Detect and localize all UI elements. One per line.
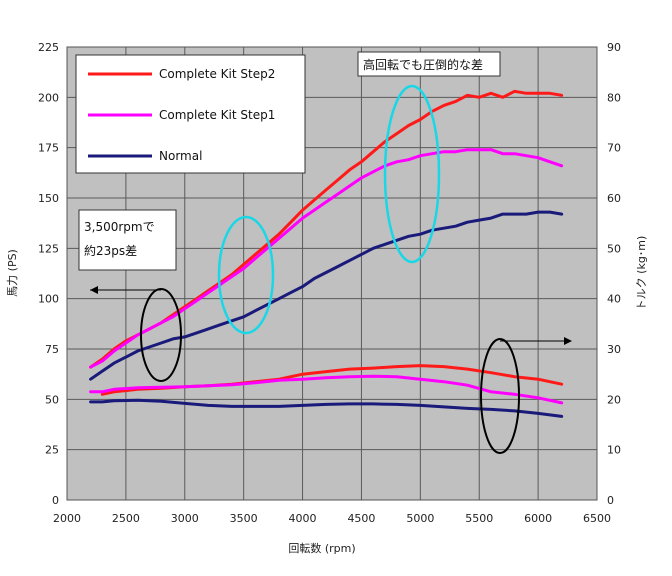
left-y-tick-labels: 0 25 50 75 100 125 150 175 200 225 [38, 41, 59, 507]
x-tick-label: 5000 [406, 512, 434, 525]
right-y-axis-title: トルク (kg･m) [635, 236, 648, 311]
left-y-tick-label: 225 [38, 41, 59, 54]
annotation-high-rpm-text: 高回転でも圧倒的な差 [363, 57, 483, 72]
right-y-tick-label: 10 [607, 444, 621, 457]
left-y-tick-label: 0 [52, 494, 59, 507]
x-tick-label: 6500 [583, 512, 611, 525]
right-y-tick-label: 50 [607, 242, 621, 255]
left-axis-indicator-ellipse [140, 288, 182, 382]
right-y-tick-label: 30 [607, 343, 621, 356]
x-tick-label: 3500 [230, 512, 258, 525]
x-tick-labels: 2000 2500 3000 3500 4000 4500 5000 5500 6000 6500 [53, 512, 611, 525]
left-y-tick-label: 150 [38, 192, 59, 205]
legend-label-step2: Complete Kit Step2 [159, 67, 275, 81]
legend-label-normal: Normal [159, 149, 202, 163]
legend: Complete Kit Step2 Complete Kit Step1 No… [75, 54, 306, 174]
left-y-tick-label: 200 [38, 91, 59, 104]
x-tick-label: 2500 [112, 512, 140, 525]
right-y-tick-labels: 0 10 20 30 40 50 60 70 80 90 [607, 41, 621, 507]
left-y-tick-label: 50 [45, 393, 59, 406]
plot-border [66, 46, 598, 501]
annotation-high-rpm-box [357, 51, 501, 77]
annotation-high-rpm: 高回転でも圧倒的な差 [357, 51, 501, 77]
annotation-3500rpm-line2: 約23ps差 [84, 243, 137, 258]
right-axis-indicator-ellipse [480, 338, 520, 454]
x-tick-label: 6000 [524, 512, 552, 525]
x-tick-label: 5500 [465, 512, 493, 525]
right-axis-arrow-head [564, 337, 572, 345]
annotation-3500rpm: 3,500rpmで 約23ps差 [78, 209, 177, 271]
x-axis-title: 回転数 (rpm) [288, 542, 355, 555]
right-y-tick-label: 20 [607, 393, 621, 406]
series-line-complete-kit-step1-torque [89, 374, 564, 405]
left-y-tick-label: 125 [38, 242, 59, 255]
series-line-normal-torque [89, 398, 564, 418]
right-y-tick-label: 90 [607, 41, 621, 54]
left-y-tick-label: 75 [45, 343, 59, 356]
series-line-normal [89, 210, 564, 381]
right-y-tick-label: 40 [607, 293, 621, 306]
x-tick-label: 3000 [171, 512, 199, 525]
right-y-tick-label: 70 [607, 142, 621, 155]
right-y-tick-label: 60 [607, 192, 621, 205]
highlight-ellipse-5000 [383, 84, 441, 264]
legend-label-step1: Complete Kit Step1 [159, 108, 275, 122]
annotation-3500rpm-box [78, 209, 177, 271]
left-y-axis-title: 馬力 (PS) [6, 249, 19, 297]
left-y-tick-label: 100 [38, 293, 59, 306]
x-tick-label: 4000 [289, 512, 317, 525]
x-tick-label: 4500 [347, 512, 375, 525]
annotation-3500rpm-line1: 3,500rpmで [84, 220, 155, 234]
left-y-tick-label: 25 [45, 444, 59, 457]
right-y-tick-label: 0 [607, 494, 614, 507]
left-y-tick-label: 175 [38, 142, 59, 155]
left-axis-arrow-head [90, 286, 98, 294]
x-tick-label: 2000 [53, 512, 81, 525]
highlight-ellipse-3500 [217, 215, 275, 335]
series-line-complete-kit-step1 [89, 148, 564, 369]
right-y-tick-label: 80 [607, 91, 621, 104]
